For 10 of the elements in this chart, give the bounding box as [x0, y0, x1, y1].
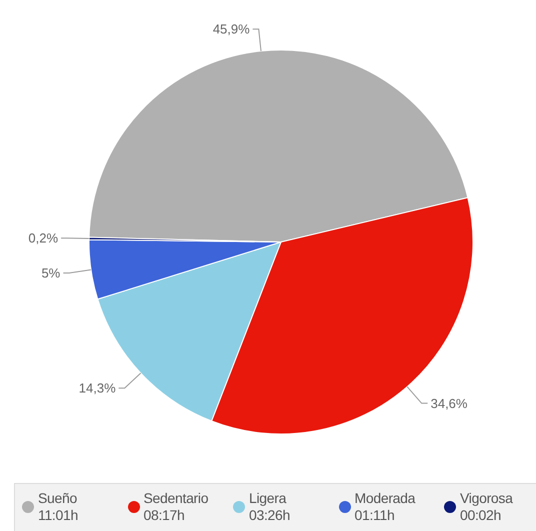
- legend-label: Sueño 11:01h: [38, 490, 78, 524]
- legend-label: Ligera 03:26h: [249, 490, 290, 524]
- legend-label: Sedentario 08:17h: [144, 490, 208, 524]
- data-label: 0,2%: [28, 230, 58, 246]
- data-label: 45,9%: [212, 22, 250, 37]
- legend-label: Vigorosa 00:02h: [460, 490, 513, 524]
- data-label: 5%: [41, 266, 61, 281]
- data-label: 14,3%: [78, 380, 116, 396]
- legend-label: Moderada 01:11h: [354, 490, 416, 524]
- data-label: 34,6%: [430, 396, 468, 411]
